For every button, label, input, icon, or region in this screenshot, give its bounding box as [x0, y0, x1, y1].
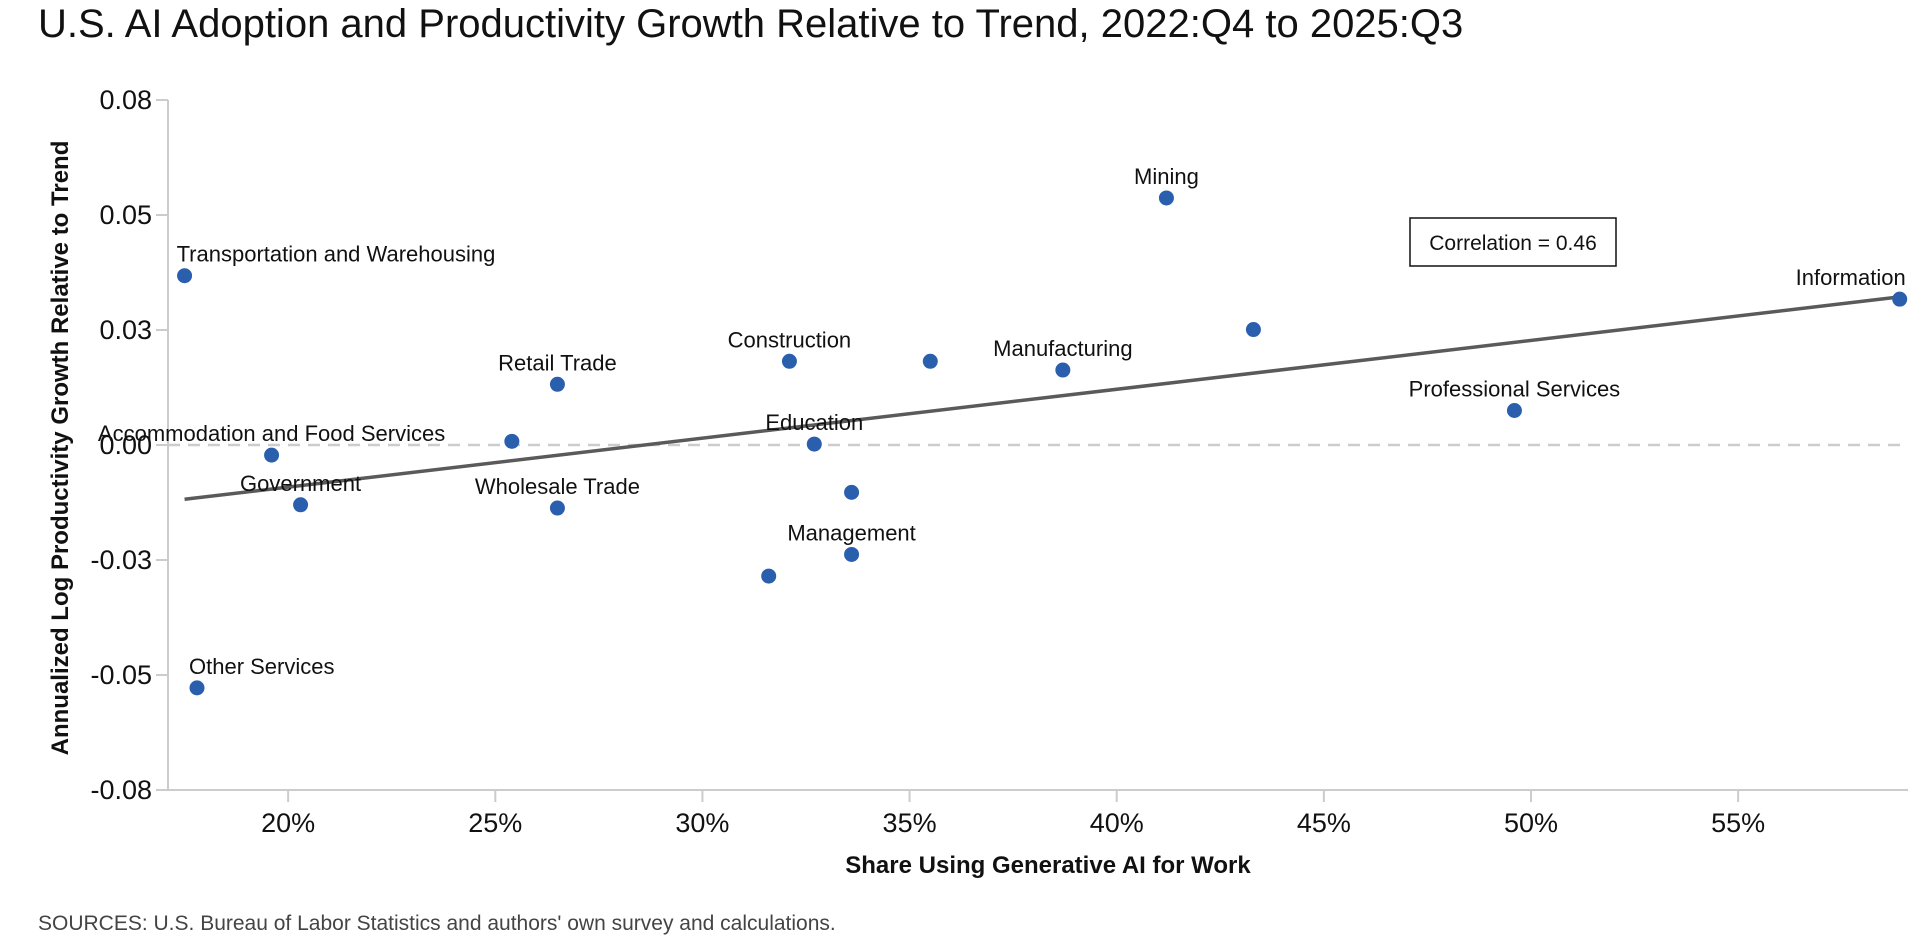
y-tick-label: 0.05 [99, 200, 152, 230]
y-tick-label: -0.03 [90, 545, 152, 575]
x-tick-label: 30% [675, 808, 729, 838]
x-axis-title: Share Using Generative AI for Work [845, 852, 1251, 879]
x-tick-label: 20% [261, 808, 315, 838]
x-tick-label: 35% [883, 808, 937, 838]
correlation-box [1409, 217, 1617, 267]
data-point [177, 268, 193, 284]
data-point [504, 433, 520, 449]
data-point [549, 500, 565, 516]
x-axis-ticks: 20% 25% 30% 35% 40% 45% 50% 55% [261, 790, 1765, 838]
data-point [806, 436, 822, 452]
point-label: Education [765, 410, 863, 435]
point-label: Professional Services [1409, 377, 1621, 402]
point-label: Retail Trade [498, 350, 617, 375]
data-point [1055, 362, 1071, 378]
y-tick-label: 0.08 [99, 85, 152, 115]
data-point [1158, 190, 1174, 206]
data-point [549, 376, 565, 392]
y-axis-ticks: 0.08 0.05 0.03 0.00 -0.03 -0.05 -0.08 [90, 85, 168, 805]
data-points [177, 190, 1908, 696]
data-point [781, 353, 797, 369]
data-point [844, 546, 860, 562]
x-tick-label: 50% [1504, 808, 1558, 838]
point-label: Information [1796, 265, 1906, 290]
point-label: Manufacturing [993, 336, 1132, 361]
y-tick-label: -0.08 [90, 775, 152, 805]
point-label: Transportation and Warehousing [177, 242, 496, 267]
x-tick-label: 40% [1090, 808, 1144, 838]
point-label: Management [787, 520, 915, 545]
data-point [844, 484, 860, 500]
data-point [293, 497, 309, 513]
y-axis-title: Annualized Log Productivity Growth Relat… [47, 141, 74, 756]
source-note: SOURCES: U.S. Bureau of Labor Statistics… [38, 912, 836, 935]
chart-title: U.S. AI Adoption and Productivity Growth… [38, 2, 1464, 46]
x-tick-label: 55% [1711, 808, 1765, 838]
data-point [1892, 291, 1908, 307]
point-label: Other Services [189, 654, 335, 679]
data-point [761, 568, 777, 584]
x-tick-label: 25% [468, 808, 522, 838]
x-tick-label: 45% [1297, 808, 1351, 838]
point-label: Construction [728, 327, 852, 352]
data-point [1506, 403, 1522, 418]
point-label: Mining [1134, 164, 1199, 189]
point-label: Accommodation and Food Services [98, 421, 445, 446]
y-tick-label: -0.05 [90, 660, 152, 690]
point-labels: Transportation and Warehousing Other Serv… [98, 164, 1906, 679]
point-label: Wholesale Trade [475, 474, 640, 499]
point-label: Government [240, 471, 361, 496]
data-point [189, 680, 205, 696]
correlation-text: Correlation = 0.46 [1429, 232, 1597, 255]
trend-line [184, 295, 1900, 502]
data-point [264, 447, 280, 463]
data-point [1245, 322, 1261, 338]
y-tick-label: 0.00 [99, 430, 152, 460]
data-point [922, 353, 938, 369]
y-tick-label: 0.03 [99, 315, 152, 345]
correlation-annotation: Correlation = 0.46 [1409, 217, 1617, 267]
